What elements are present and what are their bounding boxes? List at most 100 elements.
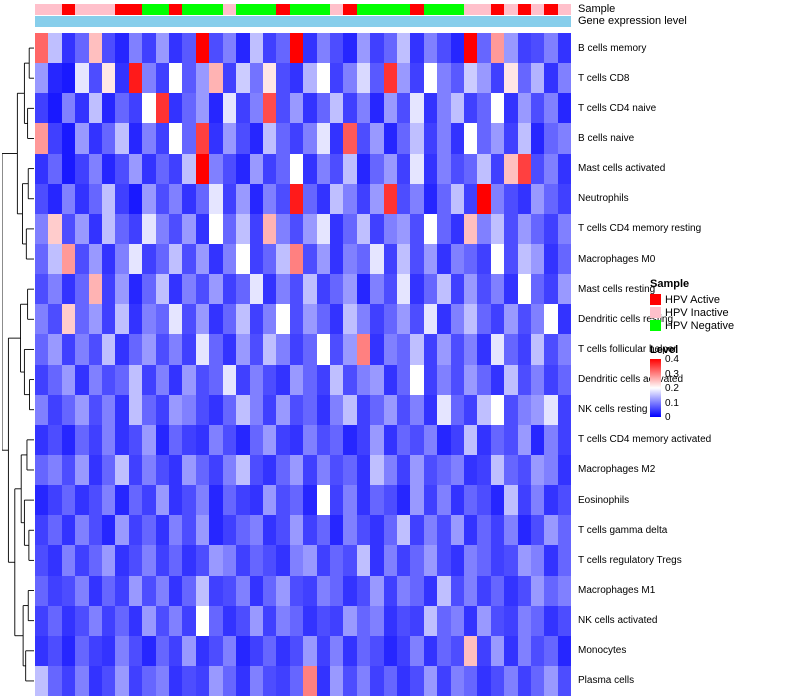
heatmap-cell [490, 364, 505, 395]
heatmap-cell [544, 243, 558, 275]
heatmap-cell [169, 123, 183, 154]
heatmap-cell [356, 515, 371, 546]
heatmap-cell [155, 213, 170, 244]
heatmap-cell [61, 123, 76, 154]
heatmap-cell [303, 575, 317, 606]
heatmap-cell [316, 364, 330, 395]
heatmap-cell [504, 364, 518, 395]
heatmap-cell [128, 213, 143, 244]
heatmap-cell [236, 515, 250, 546]
heatmap-cell [477, 635, 491, 666]
heatmap-cell [544, 575, 558, 606]
heatmap-cell [383, 274, 397, 305]
heatmap-cell [222, 515, 237, 546]
heatmap-cell [75, 213, 89, 244]
heatmap-cell [437, 153, 451, 184]
heatmap-cell [316, 93, 330, 124]
heatmap-cell [115, 93, 129, 124]
heatmap-cell [437, 515, 451, 546]
heatmap-cell [557, 364, 572, 395]
heatmap-cell [303, 243, 317, 275]
heatmap-cell [142, 394, 156, 425]
heatmap-cell [437, 93, 451, 124]
heatmap-cell [209, 123, 223, 154]
heatmap-cell [88, 424, 103, 455]
heatmap-cell [557, 394, 572, 425]
heatmap-cell [61, 213, 76, 244]
sample-annotation-cell [209, 4, 223, 15]
heatmap-cell [517, 274, 532, 305]
sample-annotation-cell [504, 4, 518, 15]
heatmap-cell [102, 274, 116, 305]
row-label: Dendritic cells resting [578, 313, 674, 325]
heatmap-cell [182, 575, 196, 606]
heatmap-cell [370, 515, 384, 546]
heatmap-cell [155, 183, 170, 214]
heatmap-cell [222, 665, 237, 697]
row-dendrogram [2, 47, 34, 682]
heatmap-cell [464, 424, 478, 455]
heatmap-cell [437, 123, 451, 154]
heatmap-cell [61, 515, 76, 546]
heatmap-cell [464, 153, 478, 184]
heatmap-cell [423, 394, 438, 425]
heatmap-cell [88, 605, 103, 636]
heatmap-cell [276, 213, 290, 244]
heatmap-cell [115, 545, 129, 576]
heatmap-cell [102, 213, 116, 244]
heatmap-cell [75, 123, 89, 154]
heatmap-cell [262, 575, 277, 606]
heatmap-cell [437, 304, 451, 335]
heatmap-cell [169, 394, 183, 425]
heatmap-cell [517, 665, 532, 697]
heatmap-cell [383, 153, 397, 184]
heatmap-cell [557, 485, 572, 516]
heatmap-cell [396, 213, 411, 244]
heatmap-cell [356, 665, 371, 697]
heatmap-cell [504, 575, 518, 606]
heatmap-cell [182, 33, 196, 64]
heatmap-cell [303, 274, 317, 305]
heatmap-cell [450, 213, 464, 244]
heatmap-cell [209, 424, 223, 455]
heatmap-cell [450, 274, 464, 305]
sample-annotation-cell [61, 4, 76, 15]
sample-annotation-cell [316, 4, 330, 15]
heatmap-cell [182, 545, 196, 576]
heatmap-cell [35, 63, 49, 94]
level-tick-label: 0 [665, 412, 671, 423]
row-label: Mast cells resting [578, 283, 656, 295]
heatmap-cell [222, 123, 237, 154]
heatmap-cell [35, 575, 49, 606]
heatmap-cell [396, 63, 411, 94]
heatmap-cell [115, 183, 129, 214]
heatmap-cell [142, 304, 156, 335]
heatmap-cell [464, 93, 478, 124]
heatmap-cell [236, 153, 250, 184]
heatmap-cell [102, 123, 116, 154]
heatmap-cell [182, 183, 196, 214]
heatmap-cell [464, 635, 478, 666]
level-gradient-bar [650, 359, 661, 417]
heatmap-cell [102, 364, 116, 395]
row-label: Macrophages M2 [578, 464, 656, 476]
heatmap-cell [329, 274, 344, 305]
heatmap-cell [303, 605, 317, 636]
heatmap-cell [115, 424, 129, 455]
heatmap-cell [195, 424, 210, 455]
heatmap-cell [142, 454, 156, 486]
heatmap-cell [329, 33, 344, 64]
heatmap-cell [356, 545, 371, 576]
heatmap-cell [356, 63, 371, 94]
heatmap-cell [75, 33, 89, 64]
heatmap-cell [410, 605, 424, 636]
heatmap-cell [155, 63, 170, 94]
heatmap-cell [356, 605, 371, 636]
heatmap-cell [115, 665, 129, 697]
row-label: T cells follicular helper [578, 343, 677, 355]
heatmap-cell [35, 334, 49, 365]
heatmap-cell [410, 304, 424, 335]
heatmap-cell [102, 243, 116, 275]
heatmap-cell [128, 424, 143, 455]
heatmap-cell [35, 665, 49, 697]
